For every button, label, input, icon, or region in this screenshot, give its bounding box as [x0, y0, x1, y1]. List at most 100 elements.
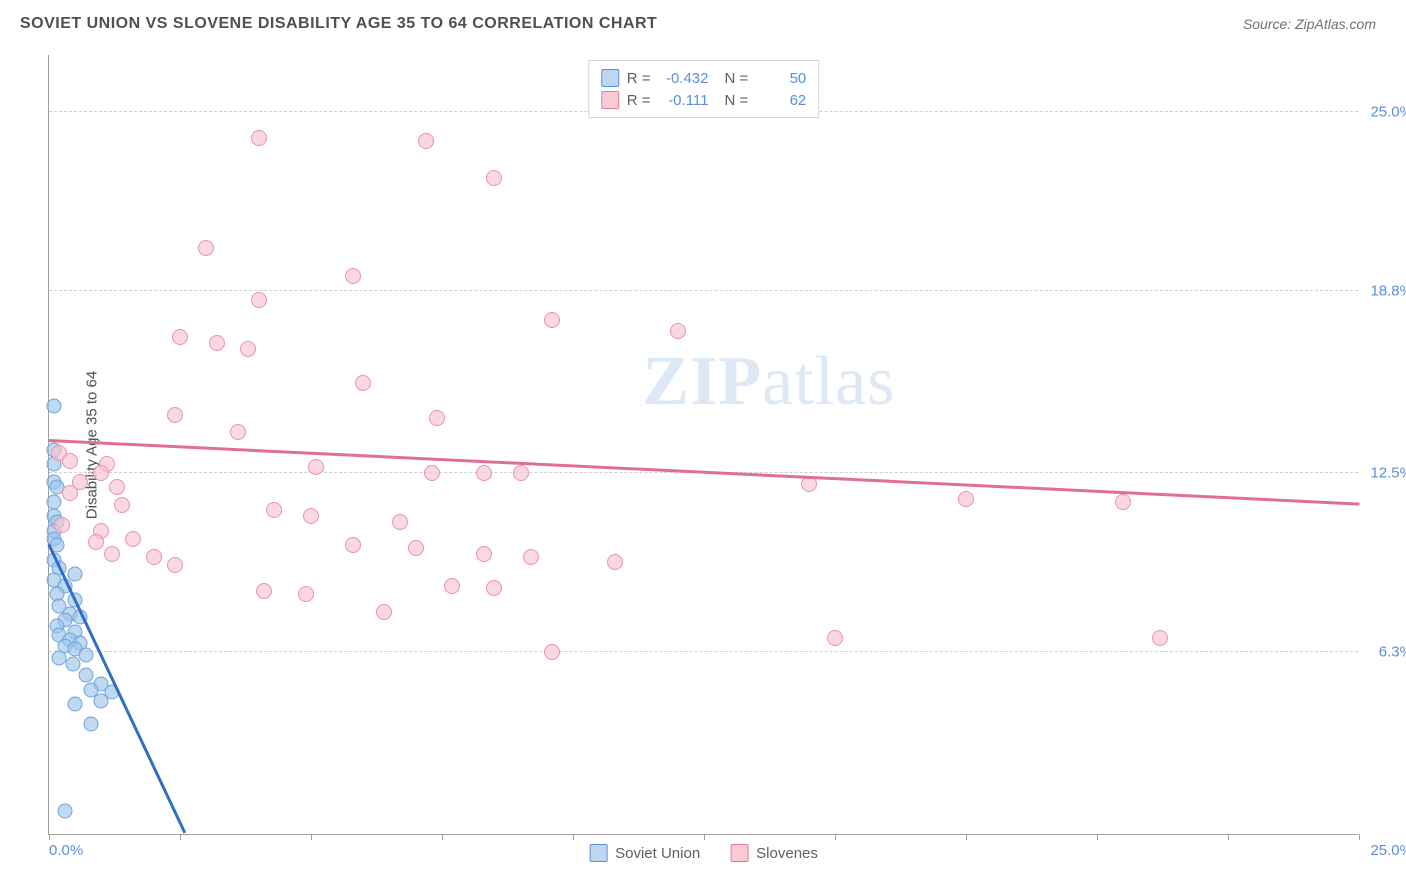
scatter-point	[114, 497, 130, 513]
scatter-point	[827, 630, 843, 646]
x-tick	[311, 834, 312, 840]
legend-r-label: R =	[627, 70, 651, 87]
scatter-point	[88, 534, 104, 550]
scatter-point	[68, 697, 83, 712]
scatter-point	[47, 399, 62, 414]
scatter-point	[93, 465, 109, 481]
scatter-point	[54, 517, 70, 533]
scatter-point	[303, 508, 319, 524]
legend-r-label: R =	[627, 92, 651, 109]
x-tick	[1228, 834, 1229, 840]
legend-n-value: 50	[756, 70, 806, 87]
scatter-point	[544, 644, 560, 660]
scatter-point	[1115, 494, 1131, 510]
scatter-point	[62, 485, 78, 501]
scatter-point	[230, 424, 246, 440]
trend-line	[48, 543, 186, 833]
scatter-point	[104, 546, 120, 562]
scatter-point	[62, 453, 78, 469]
scatter-point	[1152, 630, 1168, 646]
scatter-point	[513, 465, 529, 481]
scatter-point	[486, 170, 502, 186]
scatter-point	[167, 407, 183, 423]
scatter-point	[376, 604, 392, 620]
x-tick	[180, 834, 181, 840]
legend-series: Soviet Union Slovenes	[589, 844, 818, 862]
legend-swatch	[601, 91, 619, 109]
scatter-point	[429, 410, 445, 426]
legend-r-value: -0.111	[659, 92, 709, 109]
legend-row: R = -0.432 N = 50	[601, 67, 807, 89]
legend-series-item: Slovenes	[730, 844, 818, 862]
x-tick	[49, 834, 50, 840]
x-tick	[573, 834, 574, 840]
y-tick-label: 12.5%	[1370, 464, 1406, 481]
legend-swatch	[730, 844, 748, 862]
legend-correlation: R = -0.432 N = 50 R = -0.111 N = 62	[588, 60, 820, 118]
scatter-point	[345, 537, 361, 553]
x-tick	[704, 834, 705, 840]
legend-r-value: -0.432	[659, 70, 709, 87]
x-tick	[835, 834, 836, 840]
scatter-point	[298, 586, 314, 602]
scatter-point	[424, 465, 440, 481]
scatter-point	[83, 717, 98, 732]
legend-swatch	[601, 69, 619, 87]
x-tick	[966, 834, 967, 840]
y-tick-label: 25.0%	[1370, 103, 1406, 120]
scatter-point	[418, 133, 434, 149]
gridline	[49, 290, 1358, 291]
scatter-point	[251, 292, 267, 308]
scatter-point	[444, 578, 460, 594]
scatter-point	[125, 531, 141, 547]
x-axis-max-label: 25.0%	[1370, 842, 1406, 859]
legend-n-label: N =	[725, 92, 749, 109]
scatter-point	[78, 647, 93, 662]
scatter-point	[476, 546, 492, 562]
scatter-point	[256, 583, 272, 599]
scatter-point	[94, 694, 109, 709]
scatter-point	[958, 491, 974, 507]
y-tick-label: 6.3%	[1379, 644, 1406, 661]
x-tick	[1097, 834, 1098, 840]
scatter-point	[251, 130, 267, 146]
y-tick-label: 18.8%	[1370, 282, 1406, 299]
scatter-point	[167, 557, 183, 573]
scatter-point	[240, 341, 256, 357]
scatter-point	[670, 323, 686, 339]
scatter-point	[146, 549, 162, 565]
scatter-point	[65, 656, 80, 671]
legend-n-label: N =	[725, 70, 749, 87]
gridline	[49, 651, 1358, 652]
legend-swatch	[589, 844, 607, 862]
legend-n-value: 62	[756, 92, 806, 109]
source-attribution: Source: ZipAtlas.com	[1243, 16, 1376, 32]
scatter-point	[47, 494, 62, 509]
watermark: ZIPatlas	[642, 342, 895, 422]
scatter-point	[345, 268, 361, 284]
scatter-point	[57, 803, 72, 818]
scatter-point	[392, 514, 408, 530]
scatter-point	[607, 554, 623, 570]
scatter-point	[523, 549, 539, 565]
legend-series-label: Soviet Union	[615, 845, 700, 862]
scatter-point	[801, 476, 817, 492]
scatter-point	[408, 540, 424, 556]
scatter-point	[78, 668, 93, 683]
x-tick	[442, 834, 443, 840]
legend-row: R = -0.111 N = 62	[601, 89, 807, 111]
legend-series-label: Slovenes	[756, 845, 818, 862]
chart-title: SOVIET UNION VS SLOVENE DISABILITY AGE 3…	[20, 15, 657, 33]
chart-container: Disability Age 35 to 64 ZIPatlas R =-0.4…	[48, 55, 1358, 835]
scatter-point	[476, 465, 492, 481]
scatter-point	[172, 329, 188, 345]
x-tick	[1359, 834, 1360, 840]
plot-area: ZIPatlas R =-0.432N =50R =-0.111N =62 So…	[48, 55, 1358, 835]
legend-series-item: Soviet Union	[589, 844, 700, 862]
scatter-point	[544, 312, 560, 328]
scatter-point	[486, 580, 502, 596]
scatter-point	[355, 375, 371, 391]
scatter-point	[198, 240, 214, 256]
x-axis-min-label: 0.0%	[49, 842, 83, 859]
scatter-point	[308, 459, 324, 475]
